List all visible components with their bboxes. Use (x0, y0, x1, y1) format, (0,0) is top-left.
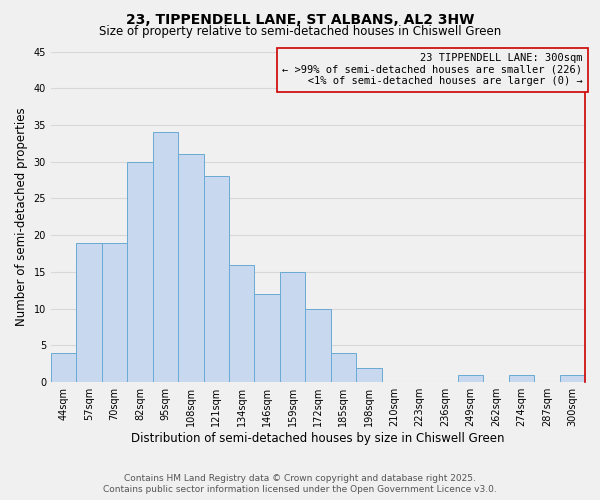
Bar (203, 176, 229, 382)
Bar (127, 162, 152, 382)
Text: 23 TIPPENDELL LANE: 300sqm
← >99% of semi-detached houses are smaller (226)
   <: 23 TIPPENDELL LANE: 300sqm ← >99% of sem… (283, 53, 583, 86)
Text: Size of property relative to semi-detached houses in Chiswell Green: Size of property relative to semi-detach… (99, 25, 501, 38)
Text: Contains HM Land Registry data © Crown copyright and database right 2025.
Contai: Contains HM Land Registry data © Crown c… (103, 474, 497, 494)
Bar (102, 242, 127, 382)
Y-axis label: Number of semi-detached properties: Number of semi-detached properties (15, 108, 28, 326)
Bar (305, 308, 331, 382)
Bar (152, 132, 178, 382)
Bar (178, 154, 203, 382)
X-axis label: Distribution of semi-detached houses by size in Chiswell Green: Distribution of semi-detached houses by … (131, 432, 505, 445)
Bar (458, 375, 483, 382)
Bar (280, 272, 305, 382)
Bar (356, 368, 382, 382)
Bar (254, 294, 280, 382)
Bar (560, 375, 585, 382)
Bar (76, 242, 102, 382)
Bar (509, 375, 534, 382)
Bar (331, 353, 356, 382)
Bar (51, 353, 76, 382)
Bar (229, 264, 254, 382)
Text: 23, TIPPENDELL LANE, ST ALBANS, AL2 3HW: 23, TIPPENDELL LANE, ST ALBANS, AL2 3HW (126, 12, 474, 26)
